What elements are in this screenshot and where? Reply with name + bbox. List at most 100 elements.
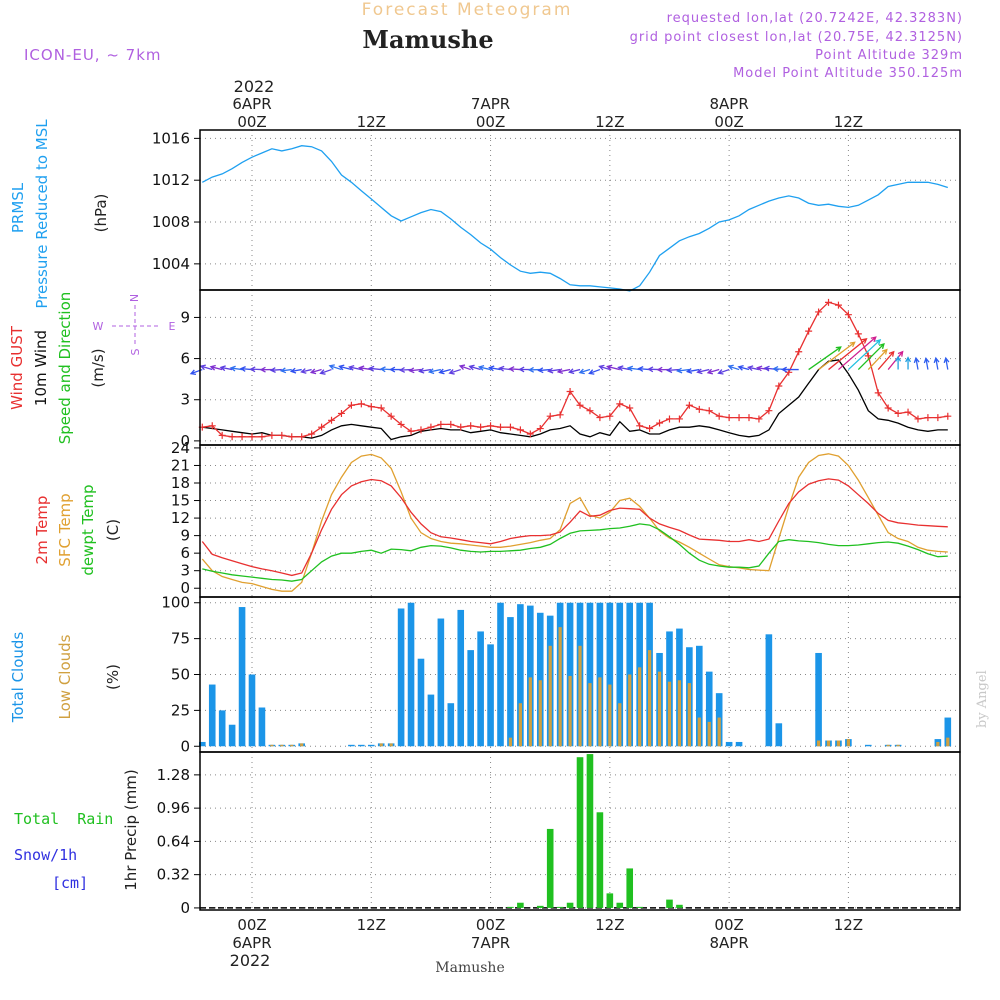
gust-marker <box>596 414 604 422</box>
rain-bar <box>666 899 673 908</box>
wind-direction-arrow <box>598 364 611 371</box>
y-tick-label: 1016 <box>152 129 190 147</box>
low-cloud-bar <box>280 744 284 747</box>
compass-e: E <box>169 320 176 333</box>
low-cloud-bar <box>638 667 642 747</box>
wind-gust-line <box>202 301 948 438</box>
temp-2m-label: 2m Temp <box>33 496 51 565</box>
requested-lonlat: requested lon,lat (20.7242E, 42.3283N) <box>667 11 963 26</box>
wind-dir-label: Speed and Direction <box>56 292 74 445</box>
rain-bar <box>586 754 594 908</box>
y-tick-label: 25 <box>171 701 190 719</box>
wind-direction-arrow <box>737 365 750 371</box>
cloud-low-label: Low Clouds <box>56 634 74 719</box>
y-tick-label: 100 <box>161 594 190 612</box>
bottom-hour-label: 00Z <box>237 916 266 934</box>
low-cloud-bar <box>568 675 572 747</box>
gust-marker <box>357 400 365 408</box>
rain-bar <box>566 902 574 908</box>
total-cloud-bar <box>348 744 355 747</box>
cloud-total-label: Total Clouds <box>9 632 27 724</box>
rain-bar <box>636 906 643 908</box>
top-day-label: 6APR <box>232 95 271 113</box>
total-cloud-bar <box>417 658 425 747</box>
gust-marker <box>407 427 415 435</box>
low-cloud-bar <box>836 740 841 747</box>
rain-bar <box>626 868 634 908</box>
rain-bar <box>606 893 614 908</box>
panel-frame-2 <box>199 444 961 598</box>
total-cloud-bar <box>447 703 455 747</box>
low-cloud-bar <box>608 684 612 747</box>
low-cloud-bar <box>578 645 582 747</box>
gust-marker <box>626 404 634 412</box>
wind-direction-arrow <box>438 368 451 375</box>
gust-marker <box>616 400 624 408</box>
wind-direction-arrow <box>838 336 877 371</box>
temp-unit-label: (C) <box>104 519 122 541</box>
y-tick-label: 0.32 <box>157 866 190 884</box>
y-tick-label: 0 <box>180 737 190 755</box>
total-cloud-bar <box>735 741 743 747</box>
total-cloud-bar <box>944 717 952 747</box>
y-tick-label: 0 <box>180 579 190 597</box>
gust-marker <box>725 414 733 422</box>
sfc-temp-line <box>201 453 948 592</box>
total-cloud-bar <box>437 618 445 747</box>
gust-marker <box>536 425 544 433</box>
bottom-hour-label: 12Z <box>834 916 863 934</box>
gust-marker <box>924 414 932 422</box>
low-cloud-bar <box>648 650 652 747</box>
wind-direction-arrow <box>358 365 372 372</box>
total-cloud-bar <box>527 605 534 747</box>
gust-marker <box>735 414 743 422</box>
temp-dew-label: dewpt Temp <box>79 484 97 575</box>
gust-marker <box>685 401 693 409</box>
wind-direction-arrow <box>877 350 895 370</box>
cloud-unit-label: (%) <box>104 664 122 690</box>
low-cloud-bar <box>528 677 532 747</box>
wind-direction-arrow <box>259 366 272 373</box>
gust-marker <box>268 431 276 439</box>
rain-bar <box>507 906 514 908</box>
total-cloud-bar <box>258 707 266 747</box>
gust-marker <box>576 401 584 409</box>
wind-direction-arrow <box>427 368 441 375</box>
low-cloud-bar <box>826 740 831 747</box>
wind-direction-arrow <box>943 356 950 370</box>
y-tick-label: 6 <box>180 544 190 562</box>
gust-marker <box>248 433 256 441</box>
total-cloud-bar <box>765 634 773 747</box>
total-cloud-bar <box>228 724 236 747</box>
y-tick-label: 50 <box>171 666 190 684</box>
gust-marker <box>715 412 723 420</box>
wind-direction-arrow <box>556 368 571 375</box>
wind-direction-arrow <box>818 341 856 371</box>
low-cloud-bar <box>896 744 900 747</box>
gust-marker <box>815 308 823 316</box>
dewpt-temp-line <box>202 523 948 582</box>
prmsl-long-label: Pressure Reduced to MSL <box>33 119 51 309</box>
low-cloud-bar <box>518 703 522 747</box>
low-cloud-bar <box>538 680 542 747</box>
wind-direction-arrow <box>379 366 392 373</box>
rain-bar <box>517 902 524 908</box>
wind-direction-arrow <box>828 337 868 371</box>
low-cloud-bar <box>846 739 850 747</box>
wind-compass-icon: N W E S <box>93 294 176 356</box>
total-cloud-bar <box>815 652 822 747</box>
gust-marker <box>387 412 395 420</box>
wind-direction-arrow <box>676 367 690 374</box>
total-cloud-bar <box>725 741 733 747</box>
rain-cm-label: [cm] <box>52 874 88 892</box>
gust-marker <box>675 415 683 423</box>
y-tick-label: 6 <box>180 350 190 368</box>
total-cloud-bar <box>586 602 594 747</box>
low-cloud-bar <box>588 683 592 747</box>
low-cloud-bar <box>657 671 662 747</box>
low-cloud-bar <box>300 743 304 747</box>
total-cloud-bar <box>427 694 435 747</box>
credit-watermark: by Angel <box>975 670 990 728</box>
total-cloud-bar <box>358 744 365 747</box>
gust-marker <box>844 311 852 319</box>
